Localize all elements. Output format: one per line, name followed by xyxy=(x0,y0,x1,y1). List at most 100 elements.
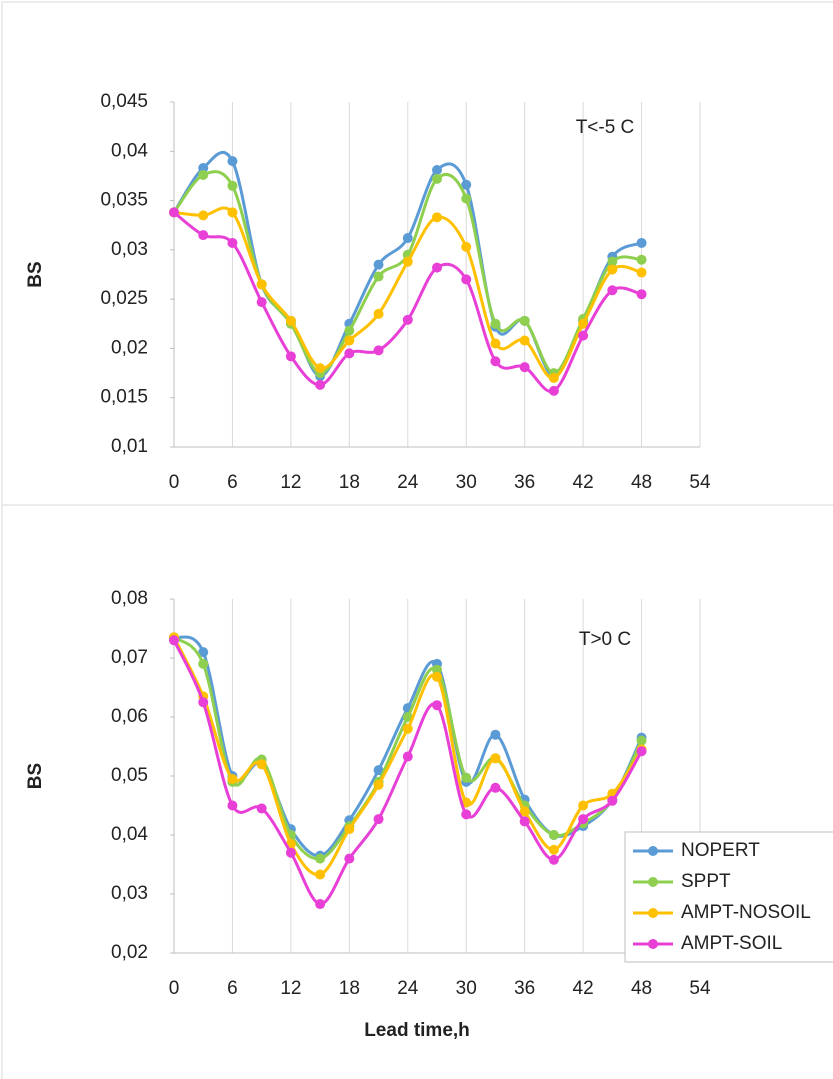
data-point xyxy=(198,230,209,241)
x-tick-label: 0 xyxy=(169,978,180,999)
y-tick-label: 0,02 xyxy=(111,337,148,358)
data-point xyxy=(315,379,326,390)
annotation: T>0 C xyxy=(579,629,631,650)
data-point xyxy=(432,165,442,176)
data-point xyxy=(373,271,384,282)
data-point xyxy=(548,385,559,396)
data-point xyxy=(402,712,413,722)
legend-label: AMPT-SOIL xyxy=(681,933,782,954)
data-point xyxy=(461,274,472,285)
legend-marker xyxy=(648,846,658,856)
x-tick-label: 24 xyxy=(397,472,419,493)
data-point xyxy=(461,772,472,783)
x-tick-label: 12 xyxy=(280,978,301,999)
y-tick-label: 0,03 xyxy=(111,883,148,904)
y-tick-label: 0,025 xyxy=(100,288,148,309)
y-tick-label: 0,07 xyxy=(111,647,148,668)
data-point xyxy=(490,338,501,349)
data-point xyxy=(432,262,442,273)
data-point xyxy=(490,356,501,367)
data-point xyxy=(373,308,384,319)
data-point xyxy=(315,899,326,910)
data-point xyxy=(198,697,209,708)
legend-box xyxy=(624,831,833,963)
data-point xyxy=(285,847,296,858)
data-point xyxy=(285,315,296,326)
x-tick-label: 48 xyxy=(631,472,652,493)
annotation: T<-5 C xyxy=(576,117,635,138)
data-point xyxy=(461,193,472,204)
x-tick-label: 36 xyxy=(514,978,535,999)
data-point xyxy=(315,869,326,880)
data-point xyxy=(402,314,413,325)
data-point xyxy=(315,853,326,864)
legend-label: SPPT xyxy=(681,871,731,892)
data-point xyxy=(578,814,589,825)
data-point xyxy=(636,267,647,278)
data-point xyxy=(198,647,209,658)
y-tick-label: 0,015 xyxy=(100,387,148,408)
y-tick-label: 0,08 xyxy=(111,588,148,609)
data-point xyxy=(548,854,559,865)
data-point xyxy=(607,795,618,806)
data-point xyxy=(636,289,647,300)
y-tick-label: 0,01 xyxy=(111,436,148,457)
series-line xyxy=(172,170,642,375)
data-point xyxy=(344,348,355,359)
y-tick-label: 0,02 xyxy=(111,942,148,963)
x-tick-label: 18 xyxy=(339,472,360,493)
data-point xyxy=(519,816,530,827)
data-point xyxy=(373,259,384,270)
data-point xyxy=(169,207,179,218)
data-point xyxy=(198,210,209,221)
data-point xyxy=(227,237,238,248)
data-point xyxy=(373,814,384,825)
data-point xyxy=(285,351,296,362)
data-point xyxy=(227,800,238,811)
data-point xyxy=(607,285,618,296)
y-tick-label: 0,03 xyxy=(111,239,148,260)
data-point xyxy=(578,800,589,811)
data-point xyxy=(607,264,618,275)
x-tick-label: 6 xyxy=(227,472,238,493)
data-point xyxy=(432,700,442,711)
data-point xyxy=(461,179,472,190)
data-point xyxy=(578,318,589,329)
data-point xyxy=(490,753,501,764)
data-point xyxy=(227,773,238,784)
data-point xyxy=(519,806,530,817)
x-tick-label: 18 xyxy=(339,978,360,999)
legend-marker xyxy=(648,908,658,918)
data-point xyxy=(373,779,384,790)
data-point xyxy=(636,237,647,248)
data-point xyxy=(432,664,442,675)
data-point xyxy=(402,256,413,267)
data-point xyxy=(256,803,267,814)
data-point xyxy=(198,658,209,669)
x-tick-label: 6 xyxy=(227,978,238,999)
y-tick-label: 0,04 xyxy=(111,140,148,161)
y-tick-label: 0,035 xyxy=(100,190,148,211)
x-axis-label: Lead time,h xyxy=(364,1020,470,1041)
data-point xyxy=(490,318,501,329)
y-axis-label: BS xyxy=(25,261,46,287)
data-point xyxy=(198,163,209,174)
legend-label: NOPERT xyxy=(681,840,760,861)
data-point xyxy=(169,635,179,646)
data-point xyxy=(344,335,355,346)
data-point xyxy=(461,809,472,820)
y-tick-label: 0,06 xyxy=(111,706,148,727)
data-point xyxy=(607,256,618,267)
x-tick-label: 48 xyxy=(631,978,652,999)
data-point xyxy=(373,765,384,776)
y-tick-label: 0,045 xyxy=(100,91,148,112)
data-point xyxy=(227,180,238,191)
data-point xyxy=(198,169,209,180)
data-point xyxy=(548,373,559,383)
data-point xyxy=(636,735,647,746)
x-tick-label: 54 xyxy=(689,978,711,999)
y-tick-label: 0,04 xyxy=(111,824,148,845)
x-tick-label: 30 xyxy=(456,472,477,493)
data-point xyxy=(548,844,559,855)
